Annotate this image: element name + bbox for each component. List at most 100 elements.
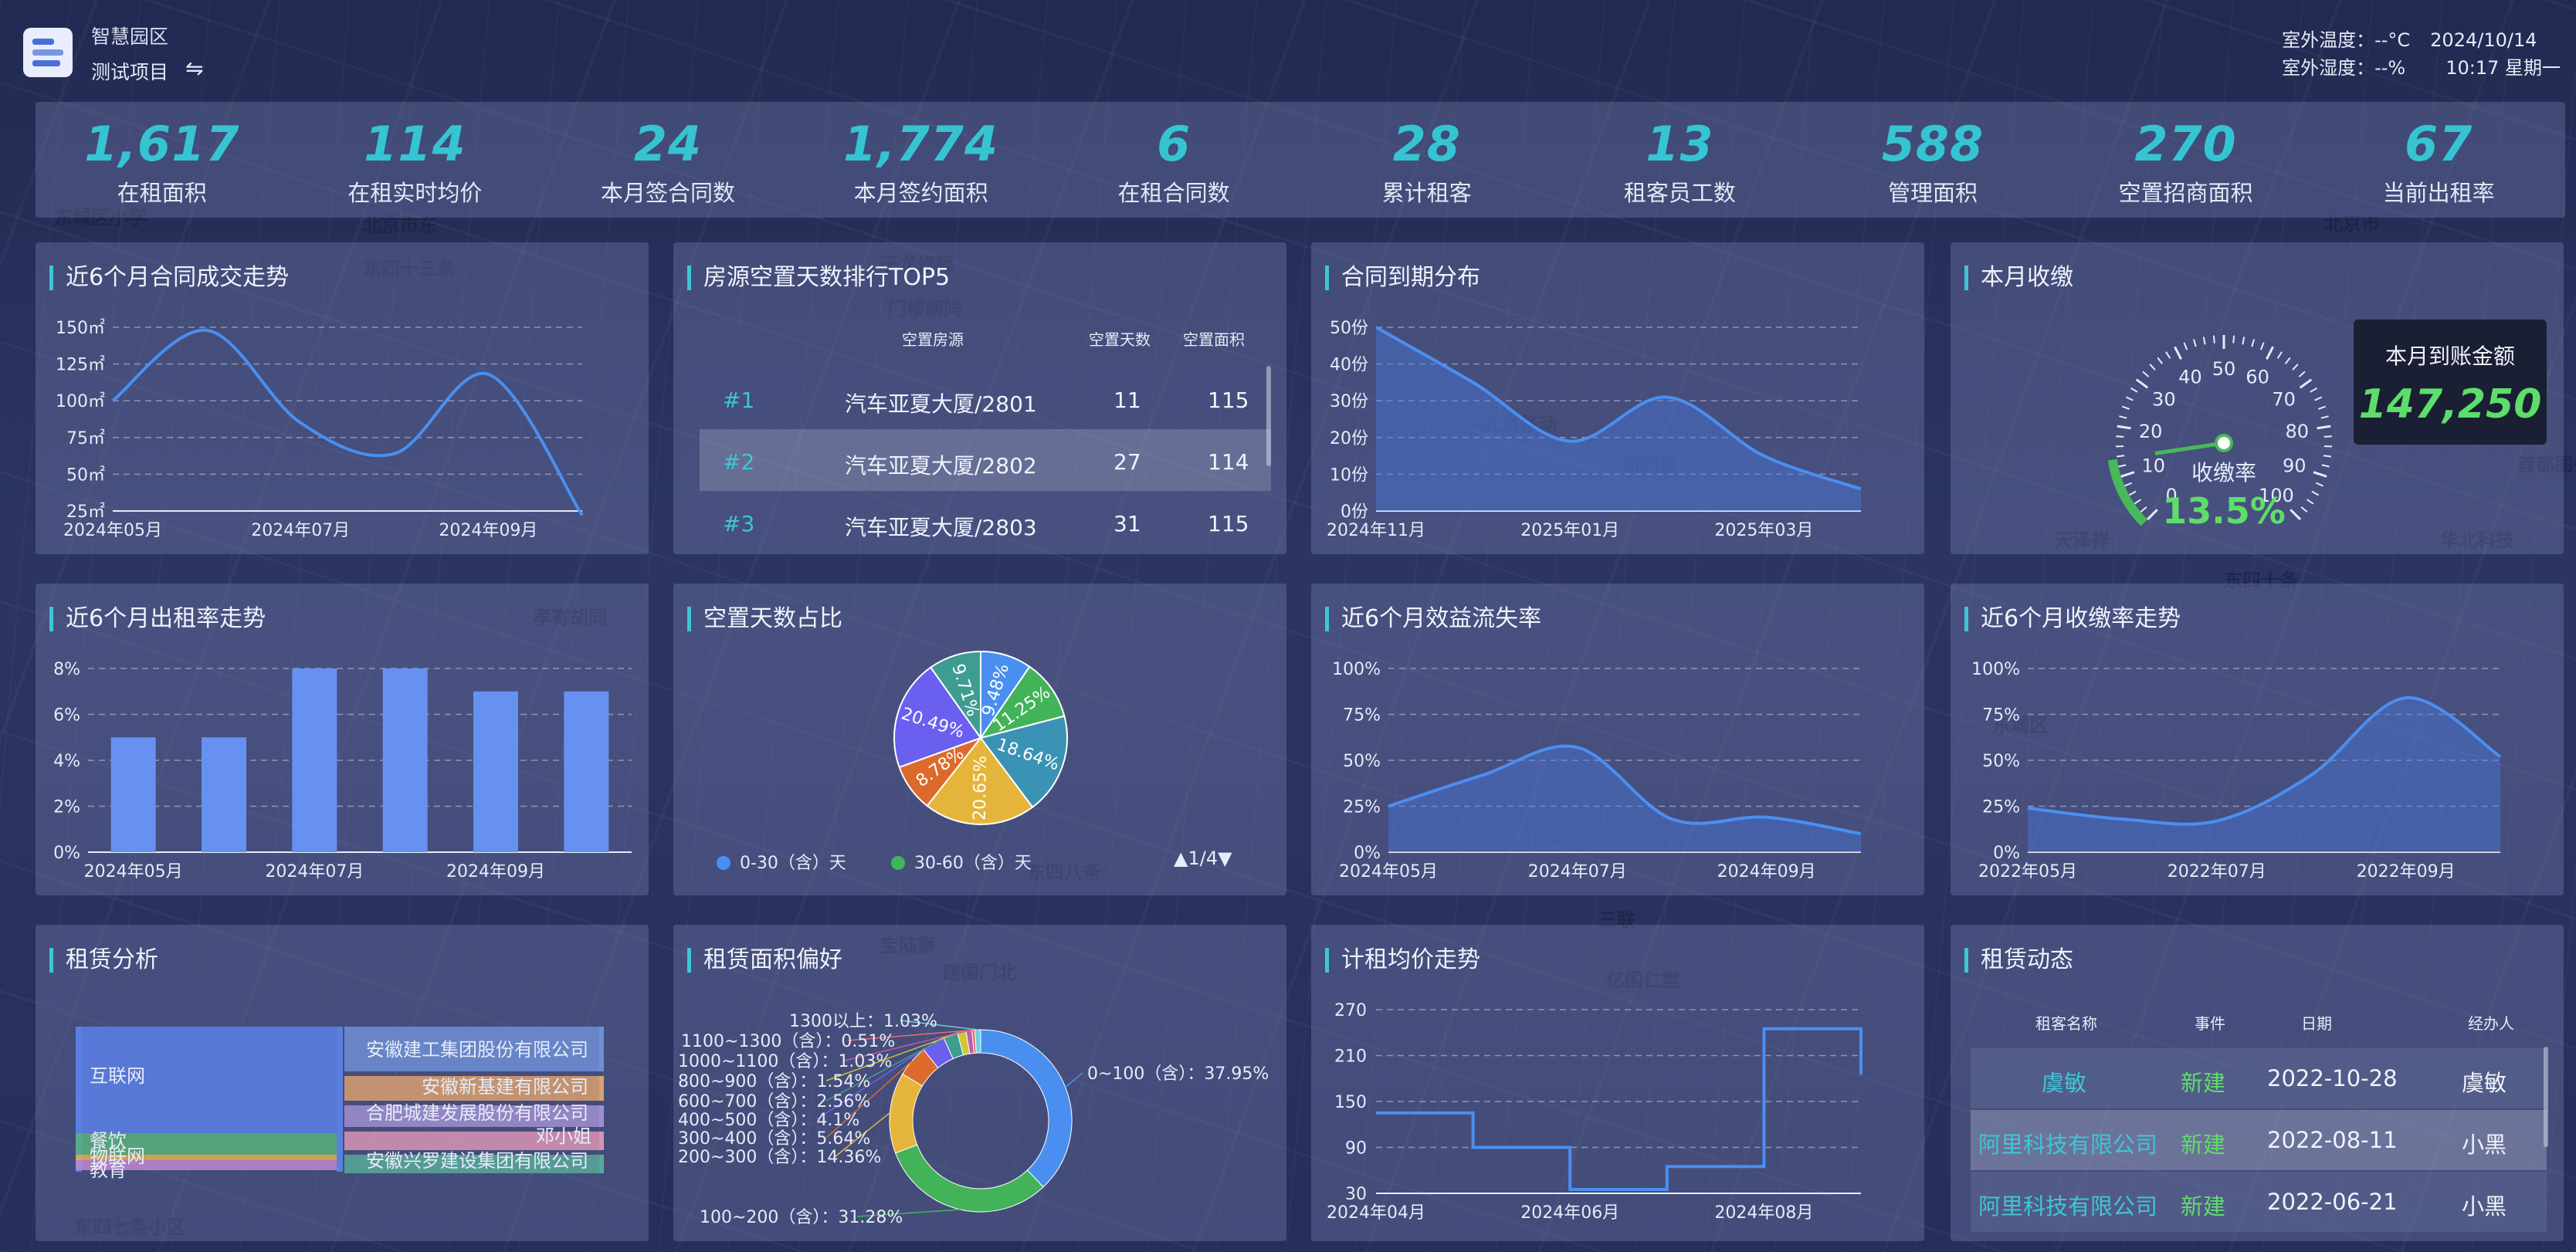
pie-slice xyxy=(979,715,1068,809)
sankey-node-edge xyxy=(599,1155,604,1173)
bar xyxy=(564,691,609,852)
sankey-right-label: 安徽兴罗建设集团有限公司 xyxy=(366,1150,588,1172)
label-leader xyxy=(844,1030,969,1061)
gauge-scale-label: 0 xyxy=(2165,485,2177,506)
outdoor-humidity: 室外湿度：--% xyxy=(2282,57,2406,79)
gauge-scale-label: 10 xyxy=(2141,455,2165,477)
label-leader xyxy=(856,1209,961,1217)
area-fill xyxy=(1388,746,1861,852)
sankey-left-label: 互联网 xyxy=(90,1065,145,1087)
sankey-node-edge xyxy=(599,1076,604,1101)
scrollbar[interactable] xyxy=(1266,366,1271,466)
x-tick-label: 2022年07月 xyxy=(2168,862,2266,881)
x-tick-label: 2022年05月 xyxy=(1978,862,2077,881)
tenant-name: 虞敏 xyxy=(2042,1070,2087,1096)
project-selector[interactable]: 测试项目 xyxy=(91,61,169,83)
sankey-node xyxy=(337,1027,343,1172)
app-title: 智慧园区 xyxy=(91,25,169,48)
ranking-row[interactable]: #1 汽车亚夏大厦/2801 11 115 xyxy=(700,367,1271,429)
y-tick-label: 20份 xyxy=(1330,429,1368,448)
sankey-node-edge xyxy=(599,1105,604,1127)
kpi-label: 当前出租率 xyxy=(2382,180,2495,206)
kpi-label: 空置招商面积 xyxy=(2118,180,2253,206)
switch-project-icon[interactable]: ⇋ xyxy=(185,56,204,81)
label-leader xyxy=(847,1029,974,1041)
expiry-distribution-chart: 0份 10份 20份 30份 40份 50份 2024年11月 2025年01月 2025年03… xyxy=(1327,319,1862,540)
series-line xyxy=(1375,326,1862,491)
event-date: 2022-06-21 xyxy=(2267,1189,2398,1215)
sankey-right-label: 安徽建工集团股份有限公司 xyxy=(366,1039,588,1061)
activity-row[interactable]: 阿里科技有限公司 新建 2022-06-21 小黑 xyxy=(1971,1172,2547,1232)
gauge-tick xyxy=(2321,464,2330,468)
donut-label: 1300以上：1.03% xyxy=(789,1012,937,1031)
kpi-1: 114 在租实时均价 xyxy=(289,102,542,218)
y-tick-label: 100㎡ xyxy=(56,391,105,411)
gauge-tick xyxy=(2315,482,2323,487)
ranking-row[interactable]: #3 汽车亚夏大厦/2803 31 115 xyxy=(700,491,1271,553)
col-header-event: 事件 xyxy=(2195,1014,2225,1033)
gauge-tick xyxy=(2314,396,2323,401)
kpi-9: 67 当前出租率 xyxy=(2312,102,2565,218)
legend-pager[interactable]: ▲1/4▼ xyxy=(1174,848,1232,869)
x-tick-label: 2024年05月 xyxy=(63,521,162,540)
panel-contract-trend: 近6个月合同成交走势 25㎡ 50㎡ 75㎡ 100㎡ 125㎡ 150㎡ 2024年05月… xyxy=(36,242,649,554)
col-header-agent: 经办人 xyxy=(2468,1014,2514,1033)
donut-label: 0~100（含）：37.95% xyxy=(1087,1064,1269,1084)
donut-label: 800~900（含）：1.54% xyxy=(678,1072,870,1091)
donut-slice xyxy=(889,1073,924,1154)
gauge-tick xyxy=(2311,490,2320,496)
col-header-days: 空置天数 xyxy=(1089,330,1151,349)
panel-title: 房源空置天数排行TOP5 xyxy=(687,266,950,290)
gauge-tick xyxy=(2118,464,2127,468)
sankey-flow xyxy=(76,1027,337,1133)
kpi-value: 67 xyxy=(2405,116,2473,172)
panel-title: 近6个月效益流失率 xyxy=(1325,607,1541,631)
revenue-loss-chart: 0% 25% 50% 75% 100% 2024年05月 2024年07月 2024年09月 xyxy=(1332,660,1862,881)
panel-title: 租赁动态 xyxy=(1964,948,2073,973)
kpi-value: 114 xyxy=(364,116,466,172)
gauge-tick xyxy=(2116,455,2125,458)
label-leader xyxy=(825,1034,951,1101)
y-tick-label: 50% xyxy=(1343,752,1381,771)
weather-info: 室外温度：--°C 2024/10/14 室外湿度：--% 10:17 星期一 xyxy=(2282,26,2561,82)
gauge-tick xyxy=(2313,471,2327,478)
series-line xyxy=(1388,744,1862,836)
sankey-node xyxy=(344,1076,599,1101)
kpi-value: 24 xyxy=(633,116,703,172)
y-tick-label: 90 xyxy=(1345,1139,1367,1159)
kpi-value: 588 xyxy=(1881,116,1985,172)
y-tick-label: 75㎡ xyxy=(66,428,105,448)
map-label: 东城区小学 xyxy=(54,207,147,228)
pie-slice xyxy=(926,736,1034,825)
scrollbar[interactable] xyxy=(2544,1047,2548,1147)
legend-item-0-30[interactable]: 0-30（含）天 xyxy=(717,849,846,874)
legend-item-30-60[interactable]: 30-60（含）天 xyxy=(891,849,1032,874)
ranking-row[interactable]: #2 汽车亚夏大厦/2802 27 114 xyxy=(700,429,1271,491)
app-logo-icon[interactable] xyxy=(23,28,73,77)
gauge-scale-label: 60 xyxy=(2246,366,2269,387)
sankey-node-edge xyxy=(599,1027,604,1071)
activity-row[interactable]: 阿里科技有限公司 新建 2022-08-11 小黑 xyxy=(1971,1110,2547,1170)
map-label: 东四七条小区 xyxy=(74,1216,185,1238)
current-time: 10:17 星期一 xyxy=(2446,57,2561,79)
gauge-tick xyxy=(2117,425,2131,430)
panel-vacancy-top5: 房源空置天数排行TOP5 空置房源 空置天数 空置面积 #1 汽车亚夏大厦/280… xyxy=(673,242,1286,554)
tenant-name: 阿里科技有限公司 xyxy=(1978,1193,2158,1220)
y-tick-label: 30 xyxy=(1345,1185,1367,1204)
map-label: 东城区 xyxy=(1992,715,2048,736)
x-tick-label: 2024年07月 xyxy=(251,521,350,540)
map-label: 东四十条 xyxy=(2224,570,2298,591)
vacant-days: 27 xyxy=(1113,449,1141,475)
label-leader xyxy=(816,1042,934,1120)
occupancy-trend-chart: 0% 2% 4% 6% 8% 2024年05月 2024年07月 2024年09月 xyxy=(53,660,632,881)
gauge-tick xyxy=(2276,351,2283,359)
panel-rental-analysis: 租赁分析 互联网 餐饮 物联网 教育 安徽建工集团股份有限公司 安徽新基建有限公司 合肥城建… xyxy=(36,925,649,1241)
collection-trend-chart: 0% 25% 50% 75% 100% 2022年05月 2022年07月 2022年09月 xyxy=(1971,660,2502,881)
y-tick-label: 270 xyxy=(1334,1001,1367,1020)
map-label: 门楼胡同 xyxy=(888,298,962,320)
map-label: 孝寄胡同 xyxy=(533,607,607,628)
panel-title: 本月收缴 xyxy=(1964,266,2073,290)
sankey-node xyxy=(344,1132,599,1150)
gauge-tick xyxy=(2299,378,2313,389)
activity-row[interactable]: 虞敏 新建 2022-10-28 虞敏 xyxy=(1971,1048,2547,1108)
